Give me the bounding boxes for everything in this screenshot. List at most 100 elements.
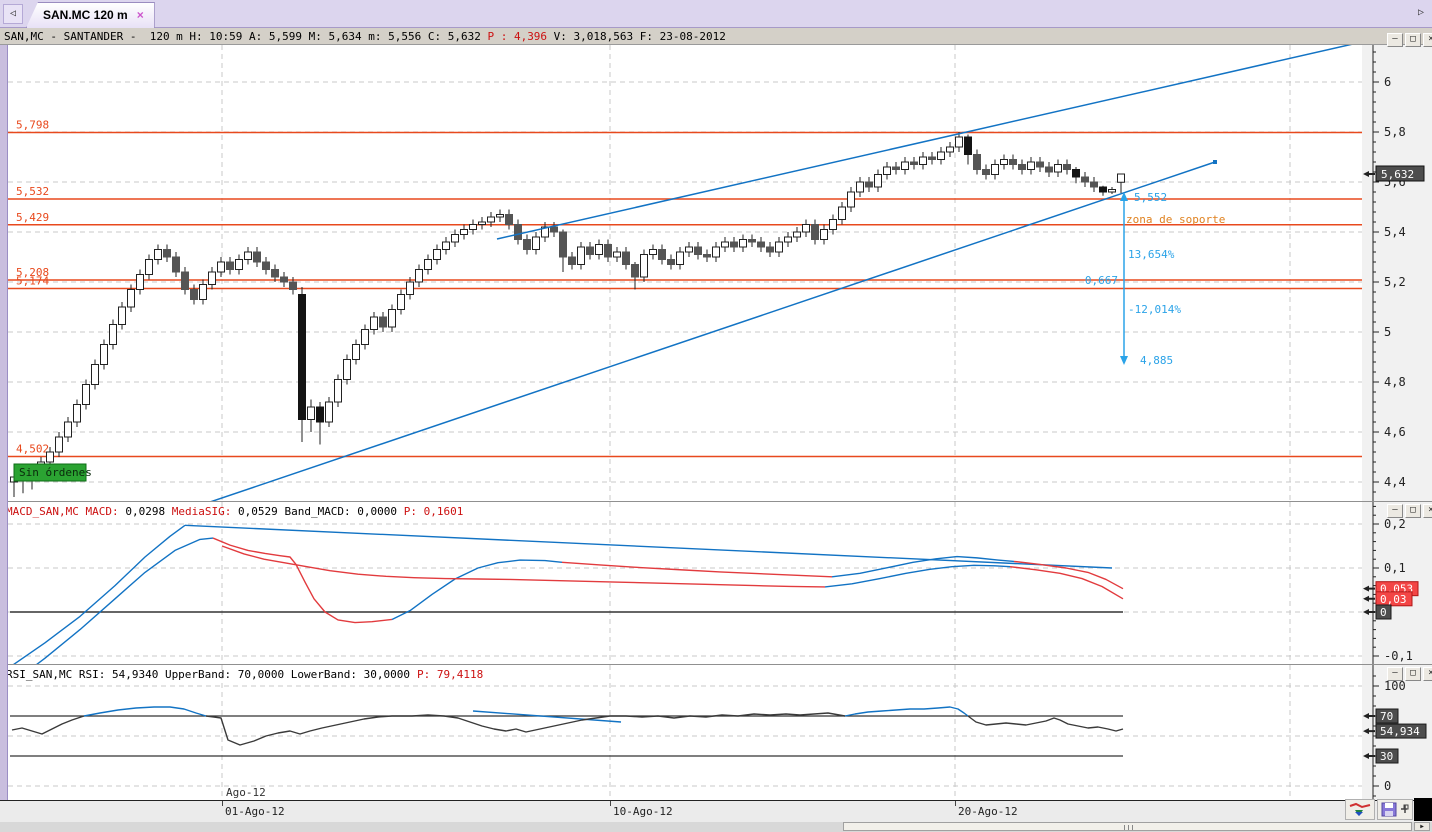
svg-text:P: 0,1601: P: 0,1601 [404, 505, 464, 518]
date-tick [955, 801, 956, 806]
svg-text:100: 100 [1384, 679, 1406, 693]
svg-text:4,885: 4,885 [1140, 354, 1173, 367]
svg-text:4,502: 4,502 [16, 443, 49, 456]
price-annotations: 5,552 zona de soporte 13,654% 0,667 -12,014%… [1085, 191, 1225, 367]
svg-text:5,8: 5,8 [1384, 125, 1406, 139]
svg-text:-0,1: -0,1 [1384, 649, 1413, 663]
maximize-icon[interactable]: □ [1405, 667, 1421, 681]
date-tick [222, 801, 223, 806]
rsi-header: RSI_SAN,MC RSI: 54,9340 UpperBand: 70,00… [6, 668, 483, 681]
rsi-value-badge: 54,934 [1363, 723, 1427, 739]
date-label: 20-Ago-12 [958, 805, 1018, 818]
candle-bodies [10, 136, 1125, 483]
last-price-badge: 5,632 [1363, 165, 1425, 182]
macd-value-badge: 0 [1363, 604, 1392, 620]
svg-text:5,4: 5,4 [1384, 225, 1406, 239]
tab-close-icon[interactable]: × [136, 8, 144, 22]
rsi-right-axis: 100 0 [1372, 665, 1406, 800]
svg-text:5,798: 5,798 [16, 119, 49, 132]
rsi-panel[interactable]: 100 0 70 54,934 30 RSI_SAN,MC RSI: 54,9340 Up… [0, 664, 1432, 800]
svg-text:30: 30 [1380, 750, 1393, 763]
rsi-trendline [472, 710, 622, 723]
svg-text:0,667: 0,667 [1085, 274, 1118, 287]
price-background [8, 45, 1432, 501]
close-icon[interactable]: × [1423, 667, 1432, 681]
rsi-band-lines [10, 715, 1123, 757]
svg-text:4,4: 4,4 [1384, 475, 1406, 489]
svg-text:0,03: 0,03 [1380, 593, 1407, 606]
price-vertical-grid [221, 45, 1291, 501]
svg-text:4,8: 4,8 [1384, 375, 1406, 389]
svg-text:4,6: 4,6 [1384, 425, 1406, 439]
tab-bar: ◁ SAN.MC 120 m × ▷ [0, 0, 1432, 28]
price-chart-panel[interactable]: 65,85,65,45,254,84,64,45,7985,5325,4295,… [0, 45, 1432, 501]
rsi-value-badge: 70 [1363, 708, 1399, 724]
svg-text:Ago-12: Ago-12 [226, 786, 266, 799]
svg-text:Sin órdenes: Sin órdenes [19, 466, 92, 479]
save-pin-icon [1381, 802, 1409, 817]
rsi-background [8, 665, 1432, 800]
close-icon[interactable]: × [1423, 504, 1432, 518]
close-icon[interactable]: × [1423, 33, 1432, 47]
tab-label: SAN.MC 120 m [43, 8, 128, 22]
scrollbar-right-arrow-icon[interactable]: ▶ [1414, 822, 1430, 831]
tab-scroll-right-icon[interactable]: ▷ [1417, 7, 1425, 18]
svg-text:0,2: 0,2 [1384, 517, 1406, 531]
svg-text:Band_MACD: 0,0000: Band_MACD: 0,0000 [284, 505, 397, 518]
rsi-value-badge: 30 [1363, 748, 1399, 764]
price-panel-window-buttons: – □ × [1387, 33, 1432, 47]
tab-scroll-left-icon[interactable]: ◁ [3, 4, 23, 24]
svg-text:0: 0 [1384, 779, 1391, 793]
svg-text:5,208: 5,208 [16, 266, 49, 279]
svg-text:0,1: 0,1 [1384, 561, 1406, 575]
mini-chart-icon [1349, 802, 1371, 816]
save-chart-button[interactable] [1377, 799, 1413, 820]
svg-text:54,934: 54,934 [1380, 725, 1420, 738]
measurement-annotation [1120, 192, 1128, 365]
quote-status-bar: SAN,MC - SANTANDER - 120 m H: 10:59 A: 5… [0, 28, 1432, 45]
maximize-icon[interactable]: □ [1405, 504, 1421, 518]
svg-text:RSI_SAN,MC RSI: 54,9340 UpperB: RSI_SAN,MC RSI: 54,9340 UpperBand: 70,00… [6, 668, 410, 681]
corner-black-square [1414, 798, 1432, 821]
macd-header: MACD_SAN,MC MACD: 0,0298 MediaSIG: 0,052… [6, 505, 463, 518]
svg-text:P: 79,4118: P: 79,4118 [417, 668, 483, 681]
chart-type-button[interactable] [1345, 799, 1375, 820]
left-window-border [0, 45, 8, 822]
svg-text:0,0298: 0,0298 [125, 505, 165, 518]
svg-text:5,552: 5,552 [1134, 191, 1167, 204]
svg-text:MACD_SAN,MC MACD:: MACD_SAN,MC MACD: [6, 505, 119, 518]
rsi-line [11, 706, 1124, 746]
svg-text:5,429: 5,429 [16, 211, 49, 224]
price-right-axis: 65,85,65,45,254,84,64,4 [1372, 45, 1406, 501]
rsi-panel-window-buttons: – □ × [1387, 667, 1432, 681]
svg-text:-12,014%: -12,014% [1128, 303, 1181, 316]
svg-text:5,532: 5,532 [16, 185, 49, 198]
macd-lines [36, 537, 1124, 664]
tab-san-mc-120m[interactable]: SAN.MC 120 m × [26, 2, 155, 28]
date-tick [610, 801, 611, 806]
svg-text:MediaSIG:: MediaSIG: [172, 505, 232, 518]
macd-vertical-grid [221, 502, 1291, 664]
grip-line [1132, 825, 1133, 830]
month-label: Ago-12 [226, 786, 266, 799]
orders-badge: Sin órdenes [13, 463, 92, 482]
date-label: 01-Ago-12 [225, 805, 285, 818]
maximize-icon[interactable]: □ [1405, 33, 1421, 47]
svg-text:5,174: 5,174 [16, 275, 49, 288]
rsi-vertical-grid [221, 665, 1291, 800]
minimize-icon[interactable]: – [1387, 33, 1403, 47]
svg-text:0,0529: 0,0529 [238, 505, 278, 518]
svg-text:0: 0 [1380, 606, 1387, 619]
macd-value-badge: 0,03 [1363, 591, 1413, 607]
horizontal-scrollbar-thumb[interactable] [843, 822, 1412, 831]
date-axis: 01-Ago-12 10-Ago-12 20-Ago-12 [0, 800, 1432, 823]
svg-text:5,2: 5,2 [1384, 275, 1406, 289]
grip-line [1124, 825, 1125, 830]
macd-right-axis: 0,2 0,1 -0,1 [1372, 502, 1413, 664]
macd-background [8, 502, 1432, 664]
svg-text:70: 70 [1380, 710, 1393, 723]
minimize-icon[interactable]: – [1387, 667, 1403, 681]
minimize-icon[interactable]: – [1387, 504, 1403, 518]
